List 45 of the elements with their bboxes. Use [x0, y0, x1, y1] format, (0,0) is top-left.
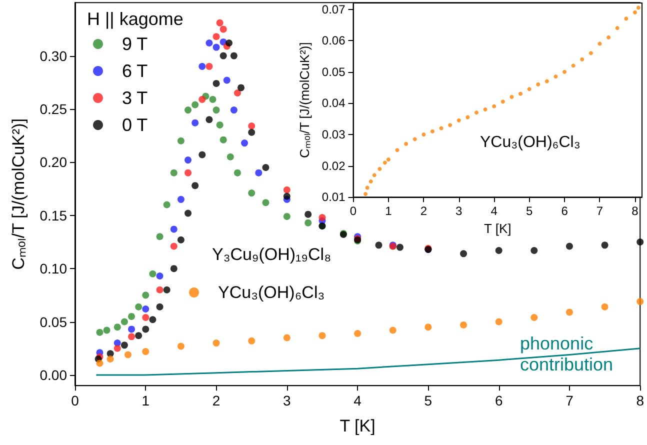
- y-axis-title: Cₘₒₗ/T [J/(molCuK²)]: [9, 118, 28, 270]
- x-tick-label: 2: [212, 392, 220, 409]
- x-tick-label: 3: [283, 392, 292, 409]
- y-tick-label: 0.05: [40, 314, 68, 330]
- y-tick-label: 0.20: [40, 154, 68, 170]
- y-tick-label: 0.00: [40, 366, 68, 383]
- x-tick-label: 8: [636, 392, 644, 409]
- x-axis-title: T [K]: [340, 416, 376, 436]
- legend-label: YCu₃(OH)₆Cl₃: [218, 283, 325, 302]
- legend-label: 3 T: [122, 88, 148, 108]
- y-tick-label: 0.25: [40, 100, 68, 117]
- y-tick-label: 0.05: [322, 64, 346, 79]
- x-tick-label: 4: [354, 392, 362, 409]
- y-tick-label: 0.30: [40, 48, 68, 64]
- annotation: YCu₃(OH)₆Cl₃: [480, 134, 580, 151]
- y-axis-title: Cₘₒₗ/T [J/(molCuK²)]: [297, 42, 312, 158]
- y-tick-label: 0.07: [322, 2, 346, 16]
- x-tick-label: 5: [424, 392, 432, 409]
- y-tick-label: 0.06: [322, 34, 346, 48]
- annotation: phononic contribution: [520, 334, 614, 374]
- x-tick-label: 5: [526, 204, 533, 218]
- annotation: Y₃Cu₉(OH)₁₉Cl₈: [212, 245, 332, 264]
- x-tick-label: 7: [596, 204, 604, 218]
- legend-title: H || kagome: [87, 9, 184, 29]
- x-tick-label: 6: [561, 204, 568, 218]
- x-tick-label: 3: [456, 204, 463, 218]
- legend-label: 9 T: [122, 34, 148, 54]
- y-tick-label: 0.15: [40, 207, 68, 224]
- x-tick-label: 8: [632, 204, 639, 218]
- y-tick-label: 0.04: [322, 96, 346, 110]
- legend-label: 6 T: [122, 61, 148, 81]
- x-tick-label: 0: [350, 204, 357, 218]
- y-tick-label: 0.10: [40, 260, 68, 277]
- x-tick-label: 4: [490, 204, 498, 218]
- x-tick-label: 1: [385, 204, 392, 218]
- y-tick-label: 0.03: [322, 127, 346, 142]
- x-tick-label: 7: [566, 392, 574, 409]
- x-tick-label: 2: [420, 204, 428, 218]
- x-axis-title: T [K]: [484, 221, 512, 236]
- y-tick-label: 0.02: [322, 158, 346, 173]
- y-tick-label: 0.01: [322, 190, 346, 204]
- legend-label: 0 T: [122, 115, 148, 135]
- x-tick-label: 6: [494, 392, 503, 409]
- x-tick-label: 1: [142, 392, 150, 409]
- x-tick-label: 0: [71, 392, 80, 409]
